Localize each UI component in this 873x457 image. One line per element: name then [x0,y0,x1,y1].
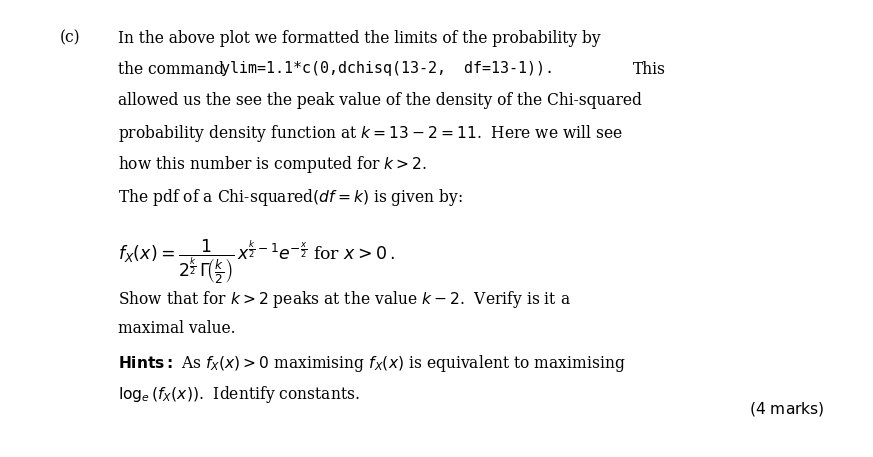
Text: ylim=1.1*c(0,dchisq(13-2,  df=13-1)).: ylim=1.1*c(0,dchisq(13-2, df=13-1)). [221,61,553,76]
Text: $\log_e(f_X(x))$.  Identify constants.: $\log_e(f_X(x))$. Identify constants. [118,384,360,405]
Text: probability density function at $k = 13 - 2 = 11$.  Here we will see: probability density function at $k = 13 … [118,123,622,144]
Text: maximal value.: maximal value. [118,320,236,337]
Text: Show that for $k > 2$ peaks at the value $k - 2$.  Verify is it a: Show that for $k > 2$ peaks at the value… [118,289,571,310]
Text: $(4\ \mathrm{marks})$: $(4\ \mathrm{marks})$ [749,400,825,418]
Text: This: This [633,61,666,78]
Text: (c): (c) [59,30,80,47]
Text: In the above plot we formatted the limits of the probability by: In the above plot we formatted the limit… [118,30,601,47]
Text: $f_X(x) = \dfrac{1}{2^{\frac{k}{2}}\,\Gamma\!\left(\frac{k}{2}\right)}\, x^{\fra: $f_X(x) = \dfrac{1}{2^{\frac{k}{2}}\,\Ga… [118,238,395,287]
Text: allowed us the see the peak value of the density of the Chi-squared: allowed us the see the peak value of the… [118,92,642,109]
Text: $\mathbf{Hints{:}}$ As $f_X(x) > 0$ maximising $f_X(x)$ is equivalent to maximis: $\mathbf{Hints{:}}$ As $f_X(x) > 0$ maxi… [118,353,625,374]
Text: how this number is computed for $k > 2$.: how this number is computed for $k > 2$. [118,154,427,175]
Text: the command: the command [118,61,234,78]
Text: The pdf of a Chi-squared$(df = k)$ is given by:: The pdf of a Chi-squared$(df = k)$ is gi… [118,186,463,207]
